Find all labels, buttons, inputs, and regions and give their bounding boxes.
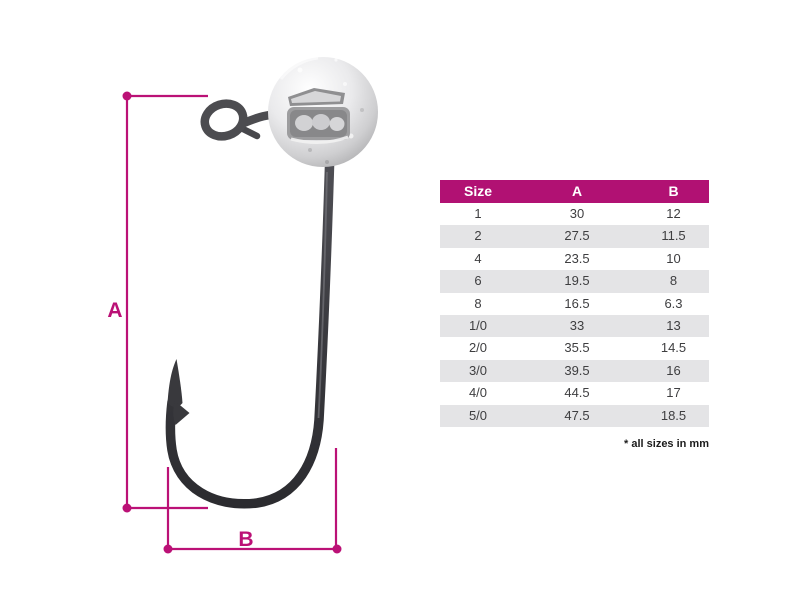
dimension-a: [122, 91, 208, 513]
table-row: 3/0 39.5 16: [440, 359, 709, 383]
table-cell: 4/0: [468, 385, 488, 401]
table-cell: 35.5: [564, 340, 590, 356]
eyelet-wire-end: [239, 125, 261, 140]
table-cell: 18.5: [660, 407, 687, 423]
dimension-b: [163, 448, 342, 554]
hook-barb: [173, 401, 190, 425]
jig-ball-head: [268, 56, 378, 167]
size-table-header-b: B: [668, 183, 679, 199]
table-cell: 6.3: [664, 295, 683, 311]
hook-shank: [165, 145, 335, 509]
table-row: 2 27.5 11.5: [440, 225, 709, 248]
dimension-b-left-dot: [163, 544, 173, 554]
dimension-a-label: A: [107, 299, 122, 322]
hook-point: [167, 359, 183, 408]
table-cell: 14.5: [660, 340, 687, 356]
table-cell: 3/0: [468, 362, 488, 378]
table-cell: 16.5: [564, 295, 590, 311]
hook-shank-highlight: [317, 171, 328, 419]
table-cell: 19.5: [564, 273, 590, 289]
table-row: 1/0 33 13: [440, 314, 709, 338]
table-cell: 30: [569, 206, 585, 221]
table-cell: 33: [569, 317, 585, 333]
dimension-a-top-dot: [122, 91, 132, 101]
table-cell: 12: [666, 206, 681, 221]
sizes-footnote: * all sizes in mm: [624, 438, 709, 450]
dimension-b-right-dot: [332, 544, 342, 554]
size-table-header-size: Size: [463, 183, 492, 199]
table-cell: 10: [666, 250, 681, 266]
size-table-header-a: A: [571, 183, 583, 199]
table-row: 8 16.5 6.3: [440, 292, 709, 315]
table-row: 2/0 35.5 14.5: [440, 337, 709, 360]
size-table-body: 1 30 12 2 27.5 11.5 4 23.5 10 6 19.5 8 8 16.5 6.3 1/0 33…: [440, 203, 709, 427]
dimension-b-label: B: [238, 528, 253, 551]
table-row: 1 30 12: [440, 203, 709, 226]
table-cell: 47.5: [564, 407, 590, 423]
dimension-a-bottom-dot: [122, 503, 132, 513]
table-cell: 4: [474, 250, 482, 266]
hook-eyelet: [200, 99, 248, 141]
size-table-header-row: Size A B: [440, 180, 709, 203]
table-cell: 39.5: [564, 362, 590, 378]
table-cell: 1: [474, 206, 482, 221]
table-cell: 17: [666, 385, 681, 401]
table-cell: 5/0: [468, 407, 488, 423]
table-cell: 8: [474, 295, 482, 311]
table-cell: 27.5: [564, 228, 590, 244]
table-cell: 11.5: [661, 228, 686, 244]
table-row: 6 19.5 8: [440, 270, 709, 293]
table-cell: 13: [666, 317, 681, 333]
table-cell: 6: [474, 273, 482, 289]
table-row: 4/0 44.5 17: [440, 382, 709, 405]
ball-highlight: [279, 56, 319, 80]
table-cell: 2/0: [468, 340, 488, 356]
table-cell: 1/0: [468, 317, 488, 333]
ball-logo-emboss: [287, 88, 350, 144]
table-cell: 8: [669, 273, 678, 289]
table-cell: 44.5: [564, 385, 590, 401]
table-cell: 16: [666, 362, 681, 378]
table-row: 5/0 47.5 18.5: [440, 404, 709, 427]
table-row: 4 23.5 10: [440, 247, 709, 271]
table-cell: 2: [474, 228, 482, 244]
size-table: Size A B 1 30 12 2 27.5 11.5 4 23.5 10 6 19.5 8 8 16.…: [440, 180, 709, 427]
table-cell: 23.5: [564, 250, 590, 266]
